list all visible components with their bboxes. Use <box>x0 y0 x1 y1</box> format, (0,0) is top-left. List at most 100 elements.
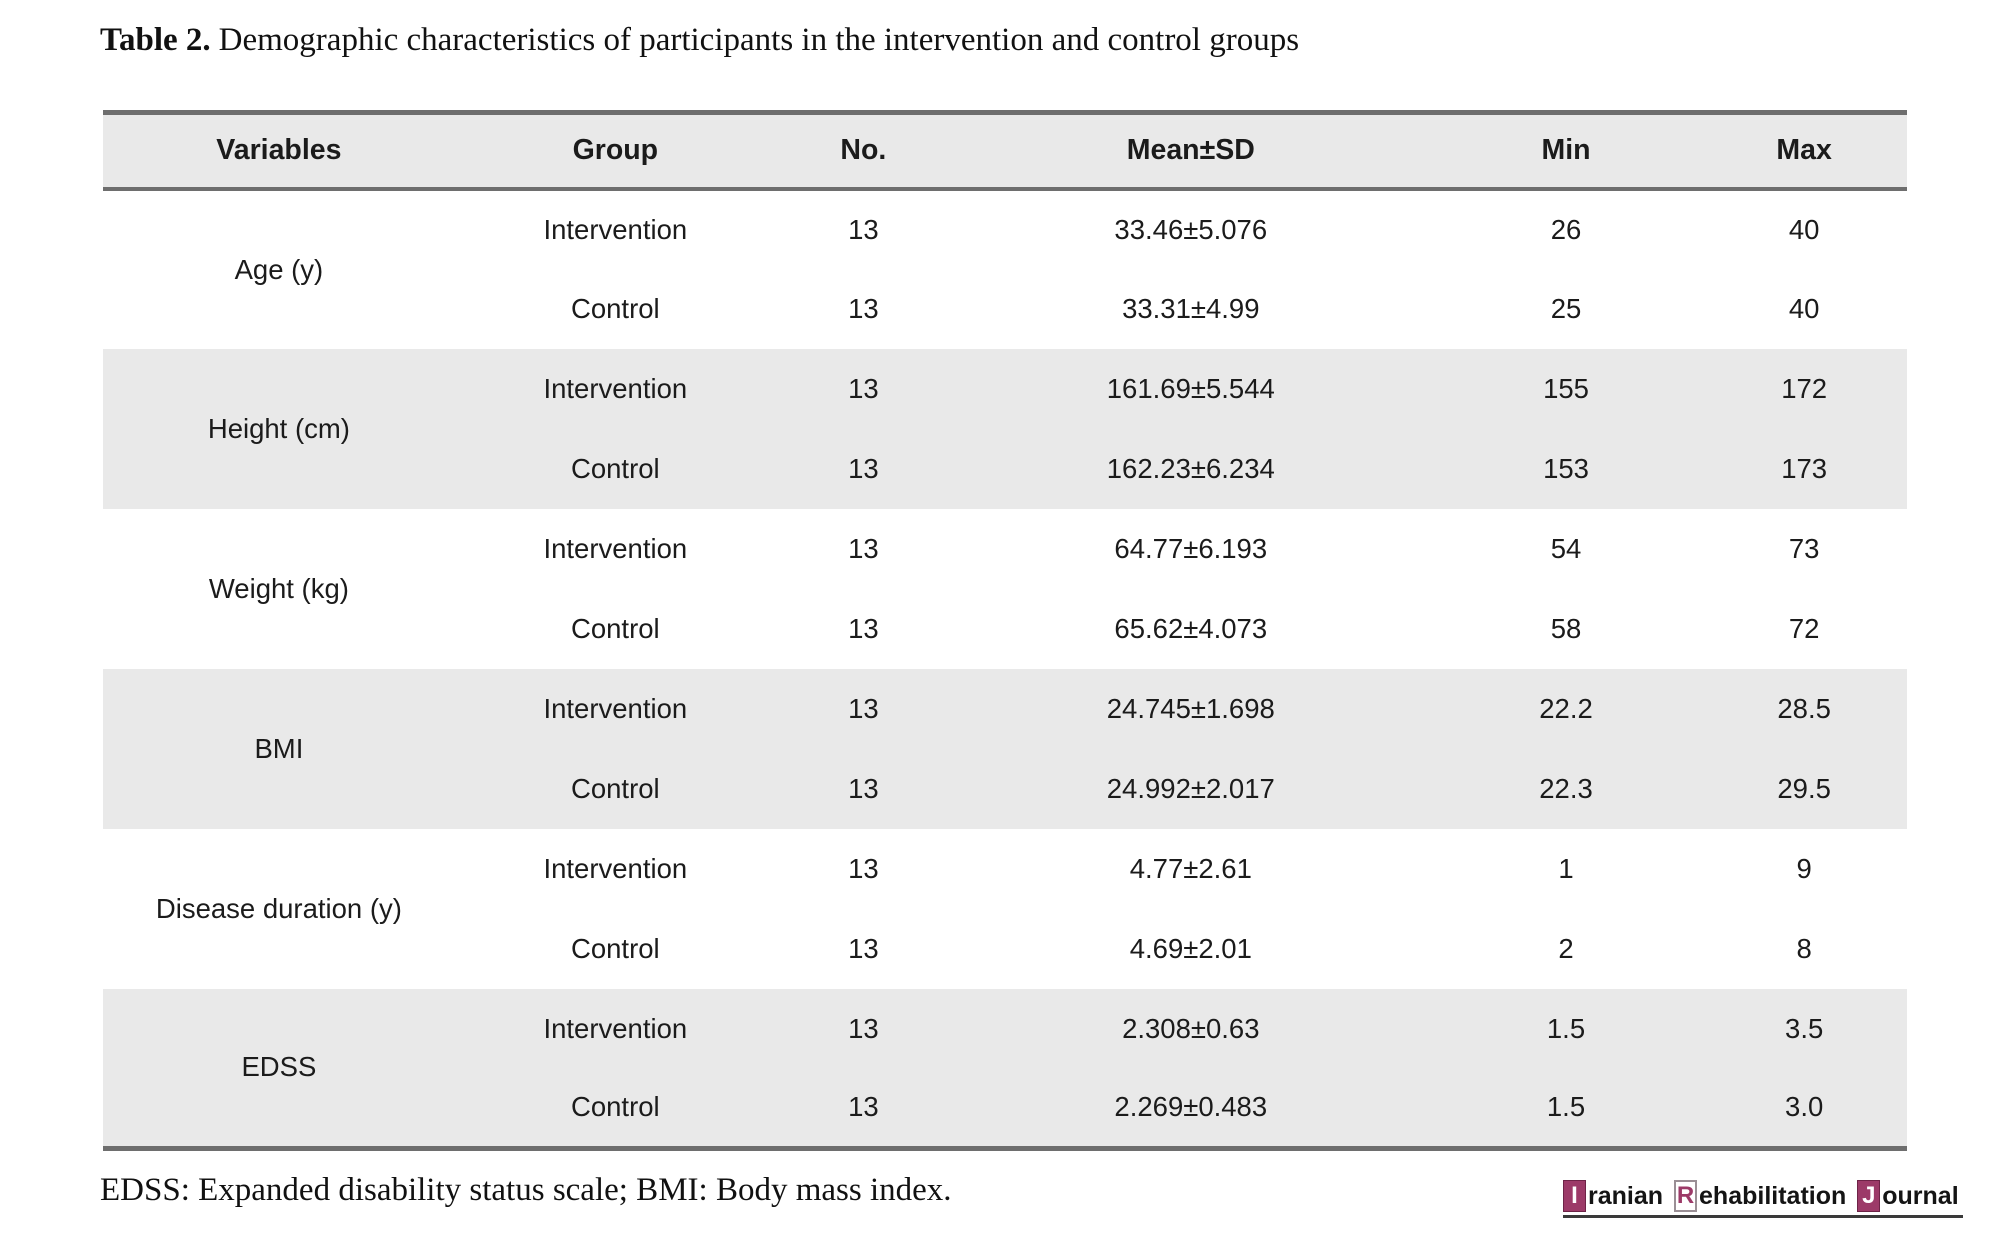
cell-max: 8 <box>1796 932 1812 964</box>
table-row: EDSS Intervention 13 2.308±0.63 1.5 3.5 <box>103 988 1907 1149</box>
cell-no: 13 <box>848 852 879 884</box>
table-row: Control 13 33.31±4.99 25 40 <box>103 269 1907 349</box>
cell-max: 40 <box>1788 213 1820 245</box>
cell-max: 172 <box>1701 348 1907 429</box>
logo-word-iranian: ranian <box>1588 1181 1664 1210</box>
cell-min: 155 <box>1430 348 1702 429</box>
variable-cell: Weight (kg) <box>208 572 349 604</box>
table-caption-text: Demographic characteristics of participa… <box>218 22 1300 58</box>
table-caption: Table 2. Demographic characteristics of p… <box>100 22 1299 59</box>
cell-group: Intervention <box>454 348 776 429</box>
cell-group: Intervention <box>543 213 688 245</box>
cell-group: Intervention <box>543 852 688 884</box>
col-header-mean-sd: Mean±SD <box>950 112 1431 191</box>
cell-max: 3.5 <box>1701 988 1907 1069</box>
logo-initial-j: J <box>1857 1180 1881 1212</box>
table-row: BMI Intervention 13 24.745±1.698 22.2 28.5 <box>103 668 1907 829</box>
cell-no: 13 <box>775 988 951 1069</box>
table-row: Control 13 4.69±2.01 2 8 <box>103 909 1907 989</box>
cell-min: 58 <box>1550 612 1582 644</box>
table-row: Disease duration (y) Intervention 13 4.77±2… <box>103 829 1907 924</box>
cell-group: Intervention <box>454 988 776 1069</box>
cell-group: Intervention <box>543 532 688 564</box>
cell-max: 73 <box>1788 532 1820 564</box>
cell-no: 13 <box>848 292 879 324</box>
table-row: Control 13 24.992±2.017 22.3 29.5 <box>103 748 1907 829</box>
cell-max: 29.5 <box>1701 748 1907 829</box>
table-row: Control 13 65.62±4.073 58 72 <box>103 589 1907 669</box>
cell-group: Control <box>570 932 660 964</box>
cell-mean-sd: 24.992±2.017 <box>950 748 1431 829</box>
logo-word-journal: ournal <box>1882 1181 1959 1210</box>
table-footnote: EDSS: Expanded disability status scale; … <box>100 1172 952 1208</box>
cell-no: 13 <box>848 932 879 964</box>
col-header-max: Max <box>1701 112 1907 191</box>
table-caption-label: Table 2. <box>100 22 211 58</box>
cell-mean-sd: 24.745±1.698 <box>950 668 1431 749</box>
cell-mean-sd: 4.77±2.61 <box>1129 852 1252 884</box>
variable-cell: Disease duration (y) <box>155 892 402 924</box>
cell-group: Intervention <box>454 668 776 749</box>
cell-max: 72 <box>1788 612 1820 644</box>
col-header-min: Min <box>1430 112 1702 191</box>
cell-max: 40 <box>1788 292 1820 324</box>
table-header: Variables Group No. Mean±SD Min Max <box>103 112 1907 191</box>
cell-min: 1 <box>1558 852 1574 884</box>
cell-max: 173 <box>1701 428 1907 509</box>
logo-initial-i: I <box>1563 1180 1586 1212</box>
cell-no: 13 <box>775 748 951 829</box>
cell-mean-sd: 2.308±0.63 <box>950 988 1431 1069</box>
table-row: Control 13 2.269±0.483 1.5 3.0 <box>103 1068 1907 1149</box>
cell-mean-sd: 64.77±6.193 <box>1114 532 1268 564</box>
table-header-row: Variables Group No. Mean±SD Min Max <box>103 112 1907 191</box>
cell-no: 13 <box>848 213 879 245</box>
cell-max: 28.5 <box>1701 668 1907 749</box>
cell-mean-sd: 2.269±0.483 <box>950 1068 1431 1149</box>
cell-min: 1.5 <box>1430 1068 1702 1149</box>
variable-cell: BMI <box>103 668 455 829</box>
cell-group: Control <box>570 292 660 324</box>
cell-group: Control <box>570 612 660 644</box>
cell-min: 54 <box>1550 532 1582 564</box>
cell-min: 2 <box>1558 932 1574 964</box>
cell-mean-sd: 162.23±6.234 <box>950 428 1431 509</box>
table-row: Height (cm) Intervention 13 161.69±5.544 155… <box>103 348 1907 509</box>
cell-min: 22.2 <box>1430 668 1702 749</box>
table-row: Age (y) Intervention 13 33.46±5.076 26 40 <box>103 189 1907 285</box>
logo-word-rehabilitation: ehabilitation <box>1699 1181 1847 1210</box>
cell-min: 26 <box>1550 213 1582 245</box>
cell-min: 25 <box>1550 292 1582 324</box>
table-row: Weight (kg) Intervention 13 64.77±6.193 54 73 <box>103 509 1907 604</box>
col-header-variables: Variables <box>103 112 455 191</box>
cell-no: 13 <box>775 668 951 749</box>
cell-min: 153 <box>1430 428 1702 509</box>
variable-cell: EDSS <box>103 988 455 1149</box>
cell-group: Control <box>454 1068 776 1149</box>
cell-group: Control <box>454 428 776 509</box>
cell-group: Control <box>454 748 776 829</box>
table-body: Age (y) Intervention 13 33.46±5.076 26 40 Cont… <box>103 189 1907 1149</box>
variable-cell: Age (y) <box>234 253 324 285</box>
cell-mean-sd: 65.62±4.073 <box>1114 612 1268 644</box>
cell-no: 13 <box>848 532 879 564</box>
cell-max: 3.0 <box>1701 1068 1907 1149</box>
cell-no: 13 <box>775 348 951 429</box>
cell-min: 22.3 <box>1430 748 1702 829</box>
col-header-group: Group <box>454 112 776 191</box>
cell-no: 13 <box>775 1068 951 1149</box>
demographics-table: Variables Group No. Mean±SD Min Max Age (y) In… <box>103 110 1907 1151</box>
cell-mean-sd: 161.69±5.544 <box>950 348 1431 429</box>
cell-no: 13 <box>848 612 879 644</box>
variable-cell: Height (cm) <box>103 348 455 509</box>
cell-min: 1.5 <box>1430 988 1702 1069</box>
cell-mean-sd: 33.46±5.076 <box>1114 213 1268 245</box>
cell-mean-sd: 4.69±2.01 <box>1129 932 1252 964</box>
cell-max: 9 <box>1796 852 1812 884</box>
logo-initial-r: R <box>1674 1180 1698 1212</box>
table-row: Control 13 162.23±6.234 153 173 <box>103 428 1907 509</box>
cell-no: 13 <box>775 428 951 509</box>
cell-mean-sd: 33.31±4.99 <box>1122 292 1260 324</box>
col-header-no: No. <box>775 112 951 191</box>
